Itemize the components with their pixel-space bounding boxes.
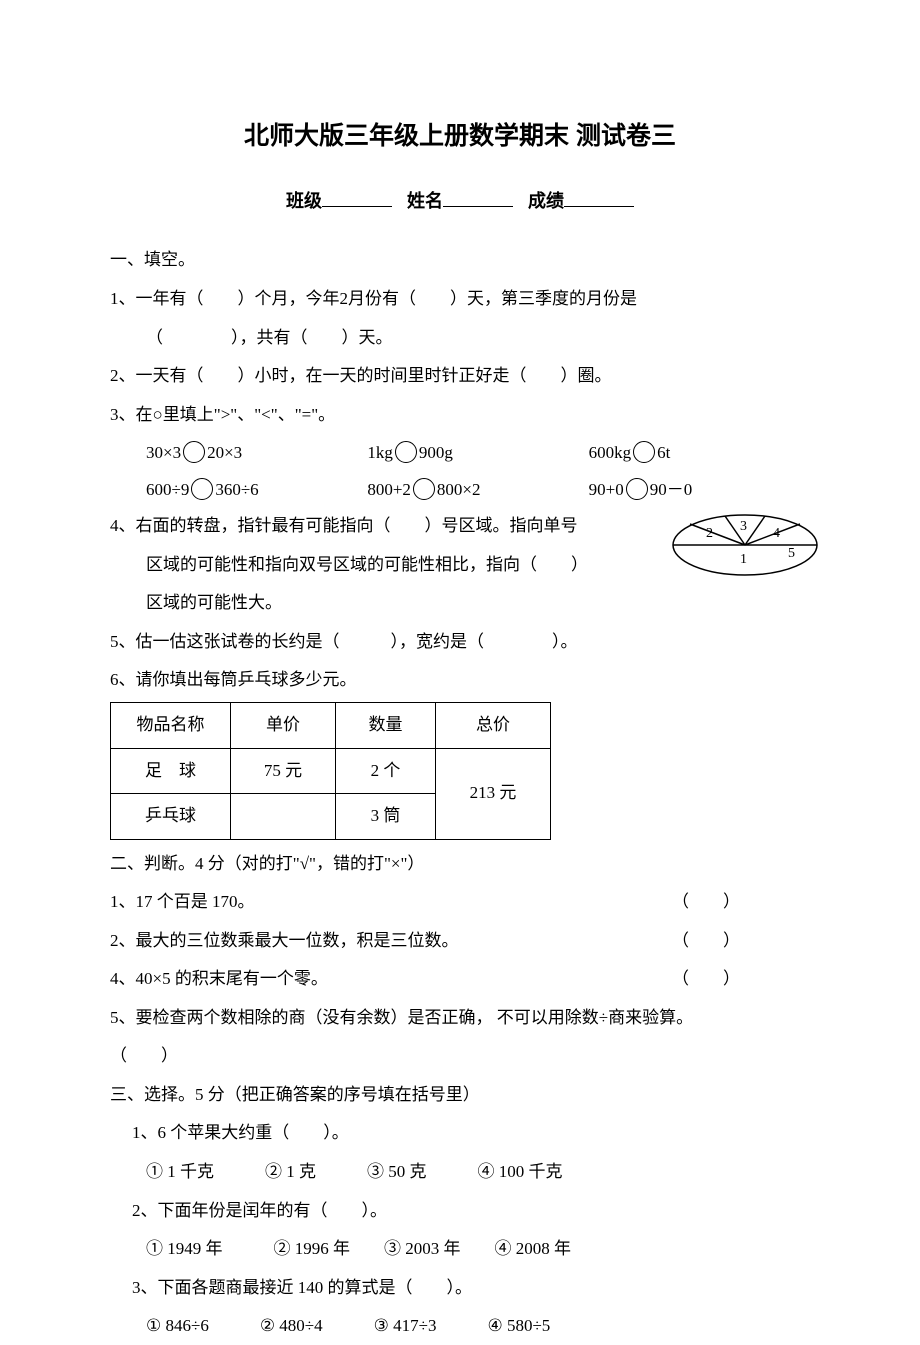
paren-blank: （ ） — [672, 884, 740, 921]
circle-blank — [633, 441, 655, 463]
page-title: 北师大版三年级上册数学期末 测试卷三 — [110, 110, 810, 164]
s2-q1: 1、17 个百是 170。（ ） — [110, 884, 810, 921]
circle-blank — [395, 441, 417, 463]
th-name: 物品名称 — [111, 703, 231, 749]
s3-q2: 2、下面年份是闰年的有（ ）。 — [110, 1193, 810, 1230]
q4-wrap: 2 3 4 5 1 4、右面的转盘，指针最有可能指向（ ）号区域。指向单号 区域… — [110, 508, 810, 622]
svg-text:5: 5 — [788, 546, 795, 561]
q1-line2: （ ），共有（ ）天。 — [110, 320, 810, 357]
s3-q1-opts: ① 1 千克 ② 1 克 ③ 50 克 ④ 100 千克 — [110, 1154, 810, 1191]
q1-line1: 1、一年有（ ）个月，今年2月份有（ ）天，第三季度的月份是 — [110, 281, 810, 318]
s3-q1: 1、6 个苹果大约重（ ）。 — [110, 1115, 810, 1152]
table-row: 足 球 75 元 2 个 213 元 — [111, 748, 551, 794]
section-2-heading: 二、判断。4 分（对的打"√"，错的打"×"） — [110, 846, 810, 883]
price-table: 物品名称 单价 数量 总价 足 球 75 元 2 个 213 元 乒乓球 3 筒 — [110, 702, 551, 840]
q3: 3、在○里填上">"、"<"、"="。 — [110, 397, 810, 434]
q6: 6、请你填出每筒乒乓球多少元。 — [110, 662, 810, 699]
q5: 5、估一估这张试卷的长约是（ ），宽约是（ ）。 — [110, 624, 810, 661]
td-price: 75 元 — [231, 748, 336, 794]
th-total: 总价 — [436, 703, 551, 749]
s3-q3-opts: ① 846÷6 ② 480÷4 ③ 417÷3 ④ 580÷5 — [110, 1308, 810, 1345]
header-line: 班级 姓名 成绩 — [110, 182, 810, 221]
svg-text:4: 4 — [773, 526, 780, 541]
td-name: 乒乓球 — [111, 794, 231, 840]
q2: 2、一天有（ ）小时，在一天的时间里时针正好走（ ）圈。 — [110, 358, 810, 395]
q3-row1: 30×320×3 1kg900g 600kg6t — [110, 435, 810, 472]
s2-q5: 5、要检查两个数相除的商（没有余数）是否正确， 不可以用除数÷商来验算。 — [110, 1000, 810, 1037]
svg-text:1: 1 — [740, 552, 747, 567]
circle-blank — [183, 441, 205, 463]
s2-q4: 4、40×5 的积末尾有一个零。（ ） — [110, 961, 810, 998]
section-1-heading: 一、填空。 — [110, 242, 810, 279]
circle-blank — [413, 478, 435, 500]
td-total: 213 元 — [436, 748, 551, 839]
q3-row2: 600÷9360÷6 800+2800×2 90+090－0 — [110, 472, 810, 509]
paren-blank: （ ） — [672, 961, 740, 998]
s3-q2-opts: ① 1949 年 ② 1996 年 ③ 2003 年 ④ 2008 年 — [110, 1231, 810, 1268]
table-row: 物品名称 单价 数量 总价 — [111, 703, 551, 749]
s3-q3: 3、下面各题商最接近 140 的算式是（ ）。 — [110, 1270, 810, 1307]
td-qty: 2 个 — [336, 748, 436, 794]
class-label: 班级 — [286, 191, 322, 211]
s2-q2: 2、最大的三位数乘最大一位数，积是三位数。（ ） — [110, 923, 810, 960]
s2-q5-paren: （ ） — [110, 1038, 810, 1075]
spinner-icon: 2 3 4 5 1 — [670, 510, 820, 580]
circle-blank — [626, 478, 648, 500]
name-label: 姓名 — [407, 191, 443, 211]
svg-text:2: 2 — [706, 526, 713, 541]
score-label: 成绩 — [528, 191, 564, 211]
circle-blank — [191, 478, 213, 500]
td-price — [231, 794, 336, 840]
svg-text:3: 3 — [740, 519, 747, 534]
section-3-heading: 三、选择。5 分（把正确答案的序号填在括号里） — [110, 1077, 810, 1114]
paren-blank: （ ） — [672, 923, 740, 960]
th-qty: 数量 — [336, 703, 436, 749]
th-price: 单价 — [231, 703, 336, 749]
q4-line3: 区域的可能性大。 — [110, 585, 810, 622]
td-name: 足 球 — [111, 748, 231, 794]
td-qty: 3 筒 — [336, 794, 436, 840]
